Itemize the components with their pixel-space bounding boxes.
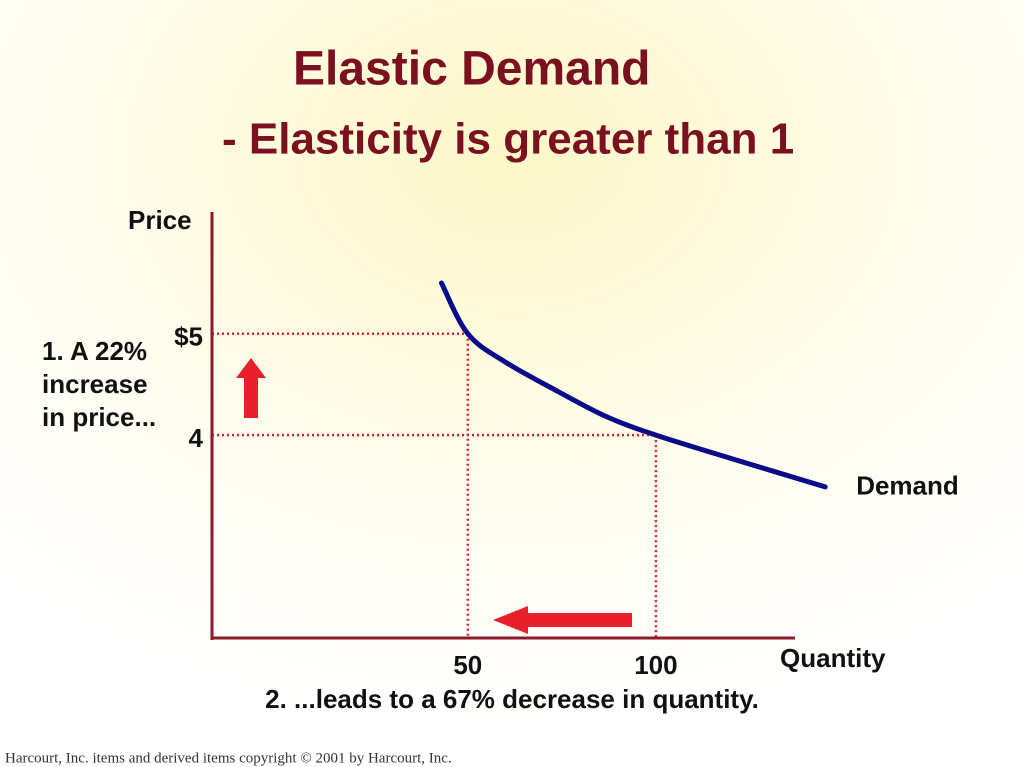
left-arrow — [493, 606, 632, 634]
plot — [212, 280, 828, 638]
annotation-line: 1. A 22% — [42, 336, 147, 366]
annotation-line: increase — [42, 369, 148, 399]
x-tick-label: 50 — [453, 650, 482, 680]
annotation-line: in price... — [42, 402, 156, 432]
demand-curve — [438, 280, 828, 490]
x-axis-label: Quantity — [780, 643, 886, 673]
annotation: 2. ...leads to a 67% decrease in quantit… — [265, 684, 759, 714]
chart-title: Elastic Demand — [293, 43, 650, 96]
chart-subtitle: - Elasticity is greater than 1 — [222, 115, 794, 164]
y-axis-label: Price — [128, 205, 192, 235]
y-tick-label: $5 — [174, 322, 203, 352]
series-label: Demand — [856, 471, 959, 501]
up-arrow — [236, 358, 266, 418]
y-tick-label: 4 — [189, 423, 204, 453]
x-tick-label: 100 — [634, 650, 677, 680]
footer: Harcourt, Inc. items and derived items c… — [5, 750, 452, 766]
